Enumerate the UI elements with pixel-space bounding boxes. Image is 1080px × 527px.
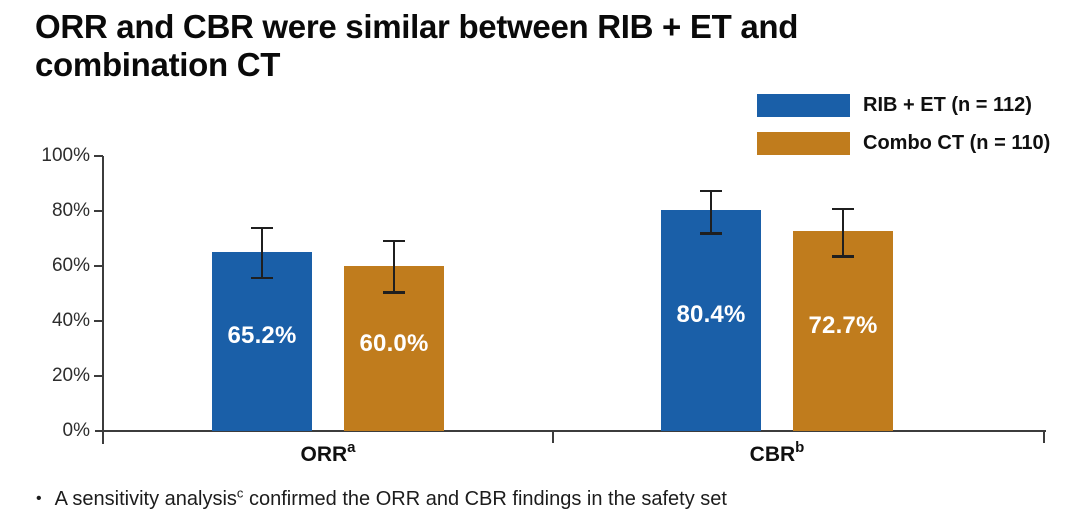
error-bar-cap-top (383, 239, 405, 243)
error-bar-cap-bottom (832, 255, 854, 258)
y-axis-tick (94, 155, 103, 157)
x-axis-line (95, 430, 1046, 432)
legend-swatch (757, 131, 850, 155)
error-bar-cap-bottom (383, 291, 405, 294)
x-axis-tick-middle (552, 430, 554, 443)
footnote-text: A sensitivity analysisc confirmed the OR… (54, 485, 727, 510)
y-axis-tick-label: 40% (51, 310, 90, 331)
legend-label: Combo CT (n = 110) (863, 131, 1051, 154)
bullet-icon: • (36, 489, 42, 507)
error-bar-line (709, 190, 713, 234)
error-bar-cap-top (832, 207, 854, 211)
category-superscript: b (795, 439, 805, 456)
category-superscript: a (347, 439, 356, 456)
bar-cbr-series-2: 72.7% (793, 231, 893, 431)
title-line-1: ORR and CBR were similar between RIB + E… (35, 8, 799, 45)
error-bar-cap-bottom (251, 276, 273, 280)
chart-legend: RIB + ET (n = 112) Combo CT (n = 110) (757, 93, 1050, 169)
bar-value-label: 60.0% (359, 329, 429, 357)
bar-value-label: 80.4% (676, 301, 746, 329)
y-axis-tick (94, 265, 103, 267)
y-axis-tick (94, 375, 103, 377)
y-axis-tick (94, 210, 103, 212)
page-title: ORR and CBR were similar between RIB + E… (35, 8, 798, 84)
y-axis-tick-label: 20% (51, 365, 90, 386)
x-axis-category-label: CBRb (749, 439, 805, 466)
bar-cbr-series-1: 80.4% (661, 209, 761, 431)
y-axis-tick-label: 80% (51, 200, 90, 221)
bar-value-label: 72.7% (808, 312, 878, 340)
footnote: • A sensitivity analysisc confirmed the O… (36, 485, 727, 511)
y-axis-tick-label: 60% (51, 255, 90, 276)
y-axis-tick (94, 320, 103, 322)
x-axis-category-label: ORRa (300, 439, 356, 466)
error-bar-line (260, 227, 264, 279)
footnote-superscript: c (236, 485, 244, 500)
bar-value-label: 65.2% (227, 322, 297, 350)
error-bar-cap-bottom (700, 232, 722, 235)
title-line-2: combination CT (35, 46, 281, 83)
bar-orr-series-1: 65.2% (212, 251, 312, 431)
error-bar-line (392, 240, 396, 293)
error-bar-cap-top (251, 226, 273, 230)
y-axis-line (102, 156, 104, 444)
error-bar-line (841, 208, 845, 257)
legend-item: RIB + ET (n = 112) (757, 93, 1050, 117)
y-axis-tick-label: 100% (41, 145, 90, 166)
y-axis-tick-label: 0% (62, 420, 90, 441)
error-bar-cap-top (700, 189, 722, 193)
legend-swatch (757, 93, 850, 117)
legend-item: Combo CT (n = 110) (757, 131, 1050, 155)
x-axis-tick-right (1043, 430, 1045, 443)
legend-label: RIB + ET (n = 112) (863, 93, 1032, 116)
